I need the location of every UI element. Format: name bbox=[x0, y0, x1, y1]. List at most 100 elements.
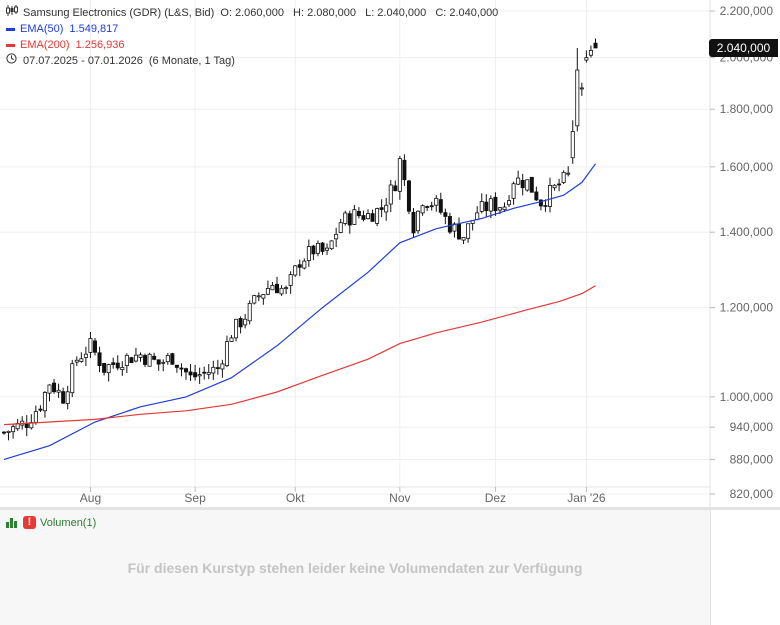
low-value: L: 2.040,000 bbox=[365, 7, 427, 19]
candle-body bbox=[211, 366, 216, 374]
candle-body bbox=[306, 246, 311, 261]
candle-body bbox=[147, 353, 152, 367]
ema200-line bbox=[3, 285, 596, 426]
candle-body bbox=[356, 210, 361, 217]
instrument-name[interactable]: Samsung Electronics (GDR) (L&S, Bid) bbox=[23, 7, 215, 19]
y-tick-label: 1.000,000 bbox=[720, 390, 774, 404]
candle-body bbox=[452, 223, 457, 232]
ema50-line bbox=[3, 163, 596, 460]
candle-body bbox=[106, 364, 111, 374]
candle-body bbox=[388, 184, 393, 205]
candle-body bbox=[566, 172, 571, 175]
ema-lines bbox=[3, 163, 596, 460]
candle-body bbox=[38, 408, 43, 411]
candle-body bbox=[443, 212, 448, 217]
no-volume-message: Für diesen Kurstyp stehen leider keine V… bbox=[127, 560, 583, 576]
candle-body bbox=[334, 233, 339, 240]
y-tick-label: 1.600,000 bbox=[720, 160, 774, 174]
candle-body bbox=[88, 338, 93, 353]
candle-body bbox=[561, 171, 566, 183]
ema200-label: EMA(200) bbox=[20, 39, 70, 51]
candle-body bbox=[238, 318, 243, 328]
candle-body bbox=[165, 355, 170, 363]
candle-body bbox=[557, 183, 562, 186]
candle-body bbox=[402, 159, 407, 181]
candle-body bbox=[115, 362, 120, 369]
candle-body bbox=[588, 49, 593, 56]
candle-body bbox=[575, 69, 580, 127]
candle-body bbox=[447, 216, 452, 233]
candle-body bbox=[543, 205, 548, 207]
candle-body bbox=[79, 358, 84, 362]
candle-body bbox=[525, 179, 530, 191]
candle-body bbox=[365, 213, 370, 220]
ema50-swatch bbox=[6, 27, 15, 31]
pane-divider[interactable] bbox=[0, 507, 780, 510]
chart-background bbox=[0, 0, 780, 507]
candle-body bbox=[347, 213, 352, 226]
candle-body bbox=[534, 191, 539, 201]
candle-body bbox=[138, 354, 143, 358]
candle-body bbox=[83, 353, 88, 358]
warning-icon: ! bbox=[23, 516, 36, 529]
candle-body bbox=[170, 353, 175, 365]
candle-body bbox=[315, 242, 320, 254]
clock-icon bbox=[6, 53, 18, 69]
candle-body bbox=[329, 240, 334, 250]
volume-header[interactable]: ! Volumen(1) bbox=[6, 516, 96, 529]
candle-body bbox=[70, 363, 75, 394]
candle-body bbox=[311, 245, 316, 255]
candles bbox=[2, 38, 598, 441]
candle-body bbox=[252, 295, 257, 304]
candle-body bbox=[493, 196, 498, 212]
candle-body bbox=[152, 355, 157, 360]
candle-body bbox=[479, 201, 484, 212]
candle-body bbox=[320, 242, 325, 252]
candle-body bbox=[206, 372, 211, 375]
candle-body bbox=[552, 184, 557, 189]
legend-range-row[interactable]: 07.07.2025 - 07.01.2026 (6 Monate, 1 Tag… bbox=[6, 53, 504, 69]
candle-body bbox=[520, 179, 525, 189]
candle-body bbox=[161, 361, 166, 364]
candle-body bbox=[406, 180, 411, 212]
legend-ema200-row[interactable]: EMA(200) 1.256,936 bbox=[6, 37, 504, 53]
candle-body bbox=[270, 285, 275, 291]
candle-body bbox=[293, 265, 298, 276]
candle-body bbox=[488, 198, 493, 212]
volume-bars-icon bbox=[6, 517, 17, 528]
candle-body bbox=[279, 287, 284, 295]
candle-body bbox=[179, 367, 184, 370]
x-tick-label: Okt bbox=[286, 491, 305, 505]
candle-body bbox=[584, 57, 589, 61]
close-value: C: 2.040,000 bbox=[435, 7, 499, 19]
volume-axis bbox=[710, 510, 780, 625]
candle-body bbox=[284, 287, 289, 290]
candle-body bbox=[416, 210, 421, 232]
candle-body bbox=[434, 197, 439, 206]
candle-body bbox=[47, 384, 52, 394]
candle-body bbox=[124, 354, 129, 367]
candle-body bbox=[375, 208, 380, 224]
candle-body bbox=[302, 260, 307, 269]
candle-body bbox=[297, 264, 302, 268]
candle-body bbox=[529, 176, 534, 193]
candle-body bbox=[229, 337, 234, 342]
open-value: O: 2.060,000 bbox=[220, 7, 284, 19]
candle-body bbox=[579, 87, 584, 90]
candle-body bbox=[129, 357, 134, 364]
legend-ema50-row[interactable]: EMA(50) 1.549,817 bbox=[6, 21, 504, 37]
legend-instrument-row: Samsung Electronics (GDR) (L&S, Bid) O: … bbox=[6, 5, 504, 21]
date-range: 07.07.2025 - 07.01.2026 bbox=[23, 55, 143, 67]
candle-body bbox=[256, 295, 261, 298]
ema200-swatch bbox=[6, 43, 15, 47]
y-tick-label: 2.200,000 bbox=[720, 4, 774, 18]
candle-body bbox=[193, 372, 198, 378]
candle-body bbox=[261, 294, 266, 299]
candle-body bbox=[379, 207, 384, 210]
candle-body bbox=[102, 362, 107, 373]
candle-body bbox=[143, 355, 148, 365]
price-chart[interactable]: 2.200,0002.000,0001.800,0001.600,0001.40… bbox=[0, 0, 780, 507]
candle-body bbox=[274, 283, 279, 294]
candle-body bbox=[220, 363, 225, 370]
x-tick-label: Jan '26 bbox=[567, 491, 606, 505]
